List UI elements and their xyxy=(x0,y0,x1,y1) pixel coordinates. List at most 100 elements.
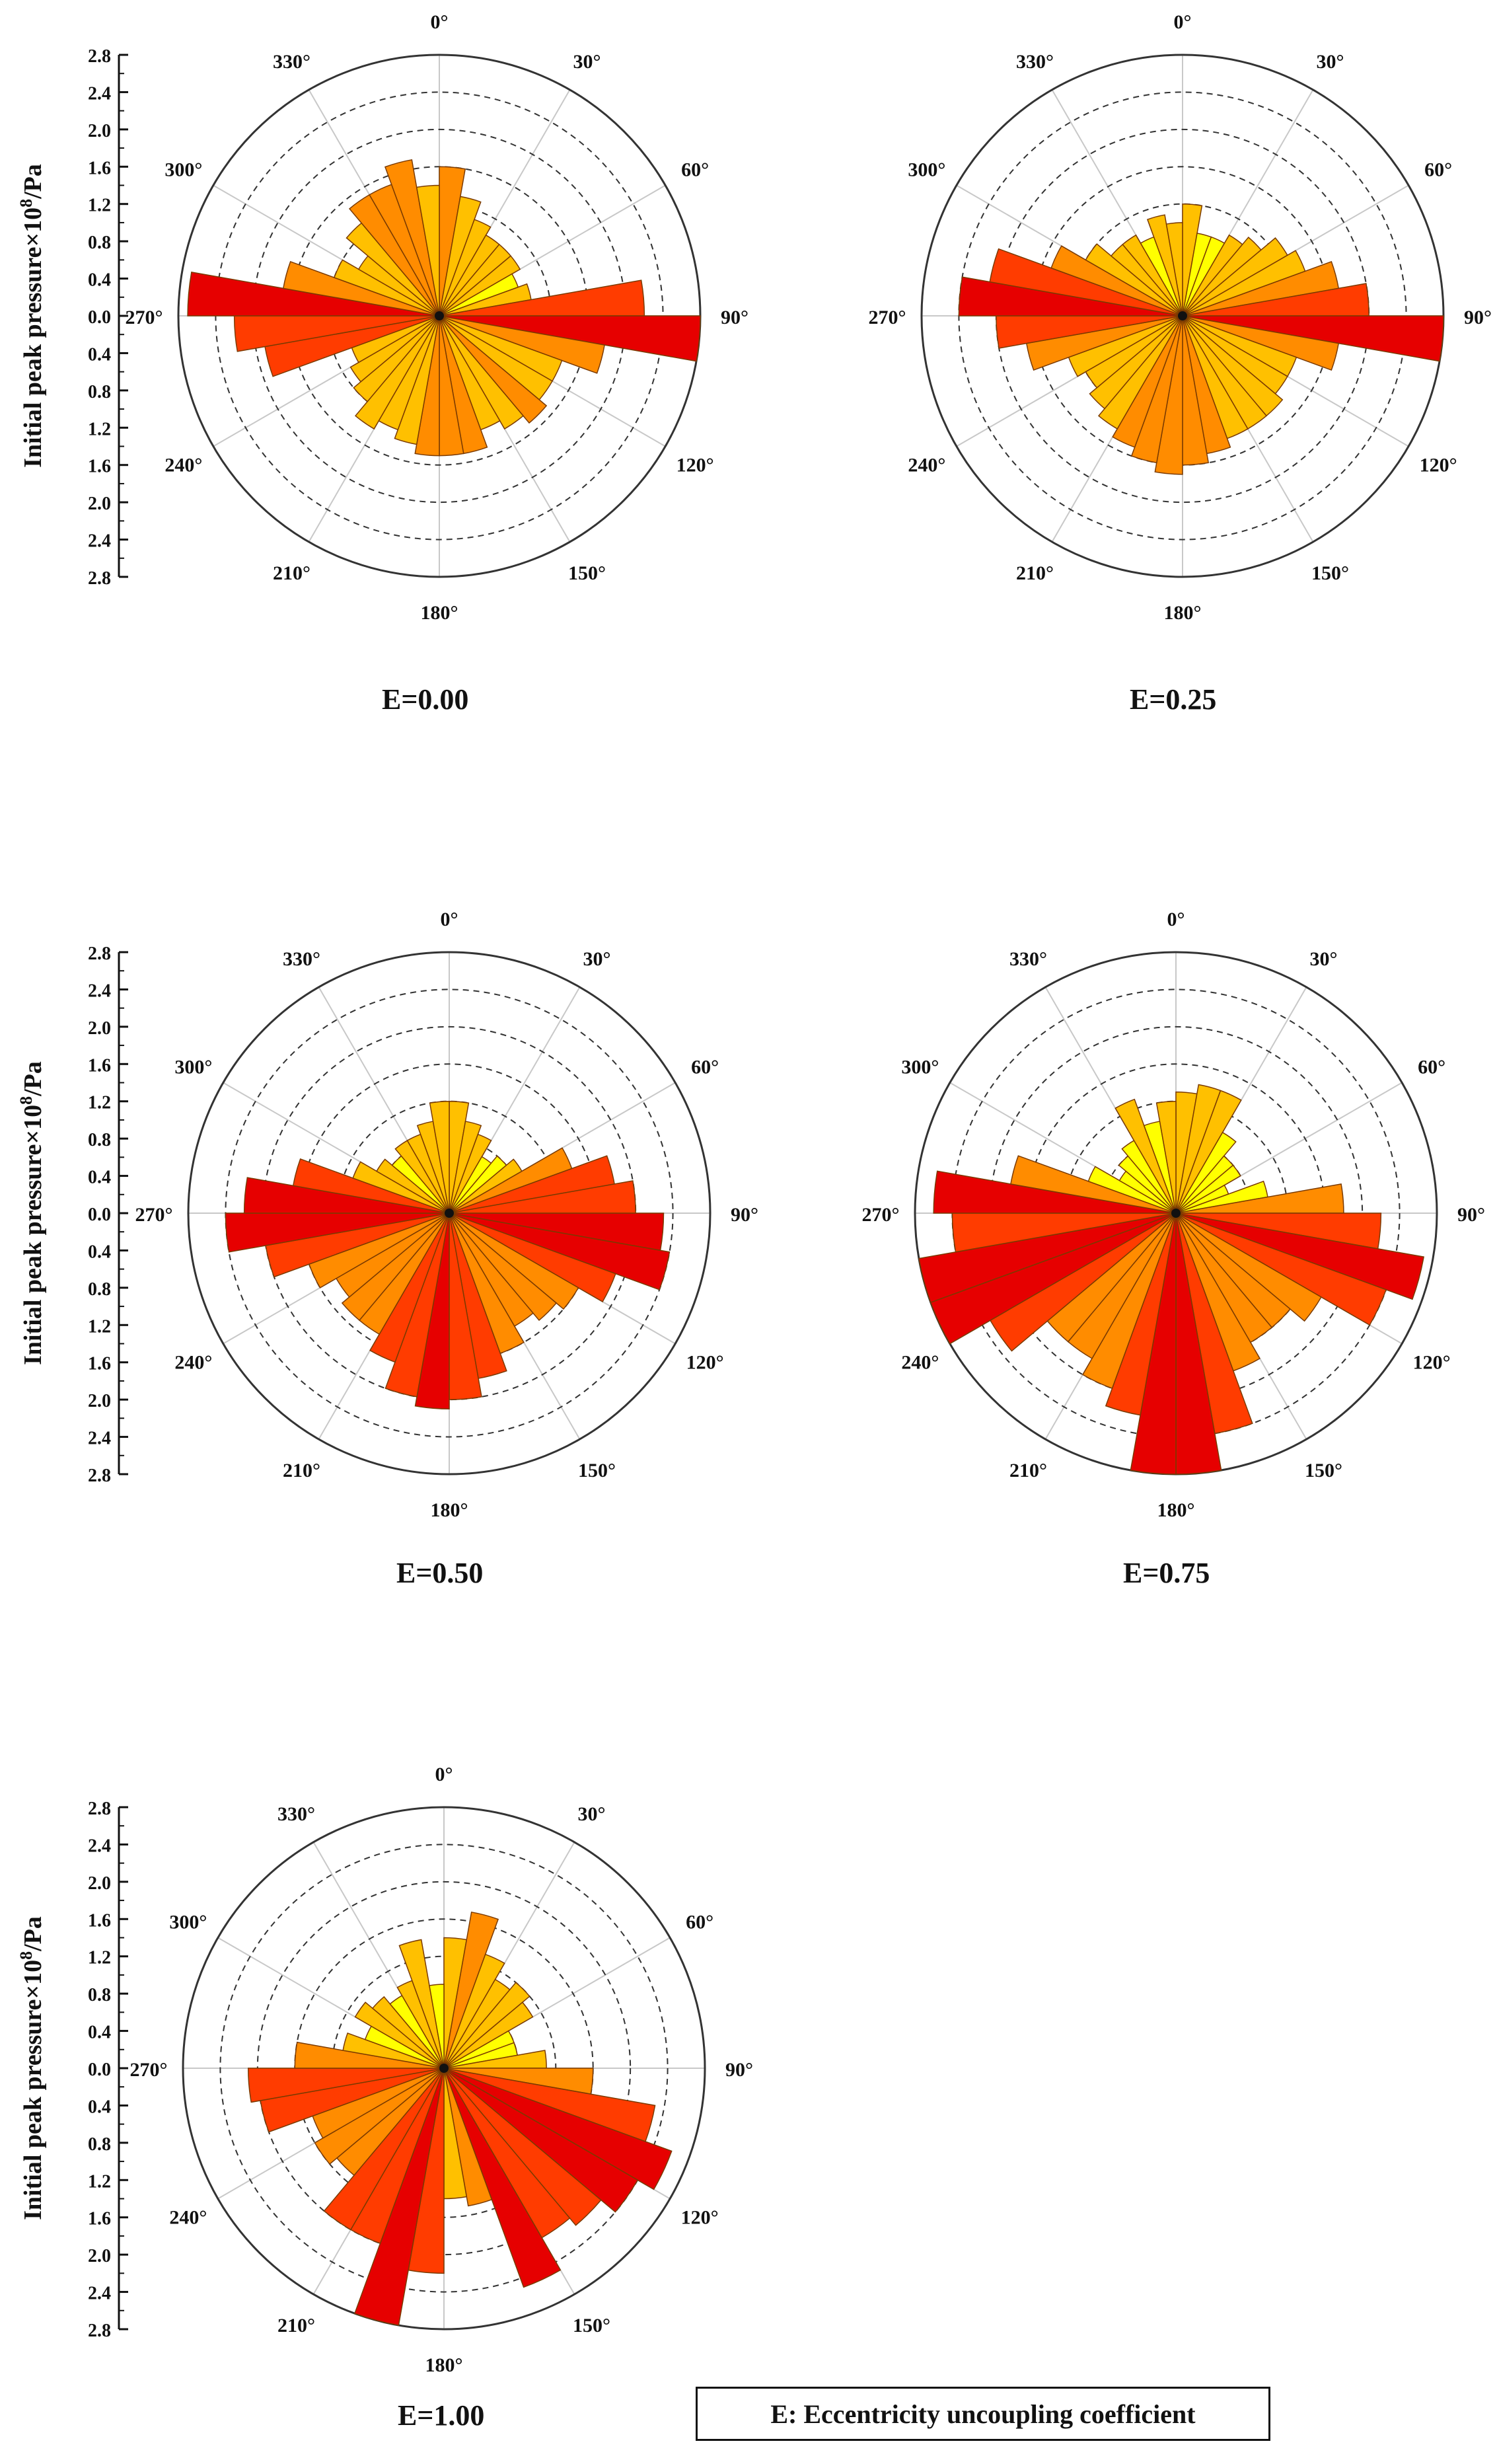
radial-tick-label: 0.8 xyxy=(88,382,111,402)
angle-label: 300° xyxy=(908,159,945,181)
polar-bar xyxy=(354,2001,445,2069)
angle-label: 150° xyxy=(573,2315,610,2336)
polar-bar xyxy=(1122,234,1183,317)
angle-label: 150° xyxy=(1305,1460,1342,1481)
angle-label: 30° xyxy=(1317,51,1344,73)
polar-bar xyxy=(1165,222,1183,317)
angle-label: 90° xyxy=(1457,1204,1485,1226)
angle-label: 0° xyxy=(435,1764,453,1785)
polar-chart-0: 0° 30° 60° 90° 120° 150° 180° 210° 240° 270° 300° 3… xyxy=(17,11,748,624)
radial-tick-label: 0.8 xyxy=(88,1130,111,1150)
center-dot xyxy=(435,311,444,320)
radial-tick-label: 0.8 xyxy=(88,2134,111,2155)
radial-tick-label: 2.8 xyxy=(88,2321,111,2341)
polar-bar xyxy=(1182,315,1340,371)
radial-tick-label: 1.2 xyxy=(88,1948,111,1968)
polar-bar xyxy=(1112,315,1183,448)
polar-chart-2: 0° 30° 60° 90° 120° 150° 180° 210° 240° 270° 300° 3… xyxy=(17,909,758,1521)
y-axis-label: Initial peak pressure×108/Pa xyxy=(17,1061,47,1365)
radial-tick-label: 0.4 xyxy=(88,1168,111,1188)
center-dot xyxy=(1171,1209,1181,1218)
angle-label: 150° xyxy=(578,1460,616,1481)
angle-label: 150° xyxy=(1311,562,1349,584)
radial-tick-label: 2.8 xyxy=(88,944,111,964)
polar-bar xyxy=(429,1100,450,1214)
legend-note-box: E: Eccentricity uncoupling coefficient xyxy=(696,2387,1270,2441)
angle-label: 240° xyxy=(901,1352,939,1374)
polar-bar xyxy=(443,2068,493,2207)
y-axis-label: Initial peak pressure×108/Pa xyxy=(17,1916,47,2220)
radial-tick-label: 0.4 xyxy=(88,344,111,365)
polar-bar xyxy=(314,2068,445,2165)
radial-tick-label: 1.6 xyxy=(88,2209,111,2229)
polar-bar xyxy=(439,219,492,317)
polar-bar xyxy=(429,1984,445,2069)
angle-label: 0° xyxy=(1167,909,1185,930)
angle-label: 120° xyxy=(1413,1352,1451,1374)
radial-tick-label: 1.6 xyxy=(88,1910,111,1931)
polar-bar xyxy=(443,2068,639,2213)
radial-tick-label: 1.6 xyxy=(88,457,111,477)
polar-bar xyxy=(341,1213,450,1322)
angle-label: 90° xyxy=(725,2059,753,2081)
angle-label: 60° xyxy=(691,1057,719,1078)
polar-bar xyxy=(416,184,440,317)
polar-bar xyxy=(384,159,440,317)
polar-bar xyxy=(439,315,548,424)
polar-bar xyxy=(1085,243,1183,317)
polar-bar xyxy=(282,261,440,317)
angle-label: 0° xyxy=(441,909,458,930)
radial-tick-label: 2.4 xyxy=(88,981,111,1001)
polar-bar xyxy=(439,255,521,317)
panel-title-e075: E=0.75 xyxy=(1123,1557,1210,1589)
polar-bar xyxy=(1105,1213,1177,1416)
center-dot xyxy=(1178,311,1187,320)
polar-bar xyxy=(1087,1166,1177,1214)
radial-tick-label: 2.8 xyxy=(88,46,111,67)
angle-label: 30° xyxy=(578,1803,606,1825)
radial-tick-label: 0.8 xyxy=(88,1279,111,1300)
angle-label: 330° xyxy=(283,948,320,970)
polar-bar xyxy=(989,248,1183,317)
polar-bar xyxy=(1130,315,1183,464)
polar-bar xyxy=(1175,1213,1424,1300)
angle-label: 180° xyxy=(1164,602,1202,624)
panel-title-e050: E=0.50 xyxy=(396,1557,484,1589)
radial-tick-label: 2.0 xyxy=(88,1391,111,1411)
polar-bar xyxy=(1155,1100,1177,1214)
polar-bar xyxy=(376,1158,450,1214)
y-axis-label-unit: /Pa xyxy=(19,1061,47,1097)
radial-tick-label: 1.6 xyxy=(88,1354,111,1374)
angle-label: 90° xyxy=(1464,307,1492,328)
radial-tick-label: 2.8 xyxy=(88,1466,111,1486)
radial-tick-label: 2.0 xyxy=(88,494,111,514)
polar-bar xyxy=(323,2068,445,2231)
y-axis-label-sup: 8 xyxy=(17,1096,36,1105)
angle-label: 210° xyxy=(273,562,310,584)
polar-bar xyxy=(369,1213,450,1363)
angle-label: 30° xyxy=(1310,948,1338,970)
angle-label: 210° xyxy=(1009,1460,1047,1481)
angle-label: 210° xyxy=(283,1460,320,1481)
polar-bar xyxy=(1175,1213,1387,1326)
radial-tick-label: 0.4 xyxy=(88,270,111,291)
radial-tick-label: 0.0 xyxy=(88,1205,111,1225)
angle-label: 270° xyxy=(126,307,163,328)
grid-ring xyxy=(219,1844,669,2293)
polar-bar xyxy=(1050,245,1183,317)
center-dot xyxy=(445,1209,454,1218)
radial-tick-label: 1.2 xyxy=(88,2171,111,2192)
radial-tick-label: 1.6 xyxy=(88,158,111,178)
polar-bar xyxy=(384,1213,450,1398)
radial-tick-label: 1.2 xyxy=(88,1316,111,1337)
angle-label: 240° xyxy=(174,1352,212,1374)
polar-bar xyxy=(349,315,440,383)
polar-bar xyxy=(439,315,525,430)
outer-ring xyxy=(182,1806,706,2331)
polar-bar xyxy=(443,2001,534,2069)
radial-tick-label: 2.4 xyxy=(88,531,111,552)
radial-tick-label: 0.8 xyxy=(88,233,111,253)
polar-bar xyxy=(443,1982,530,2069)
radial-tick-label: 2.4 xyxy=(88,83,111,104)
